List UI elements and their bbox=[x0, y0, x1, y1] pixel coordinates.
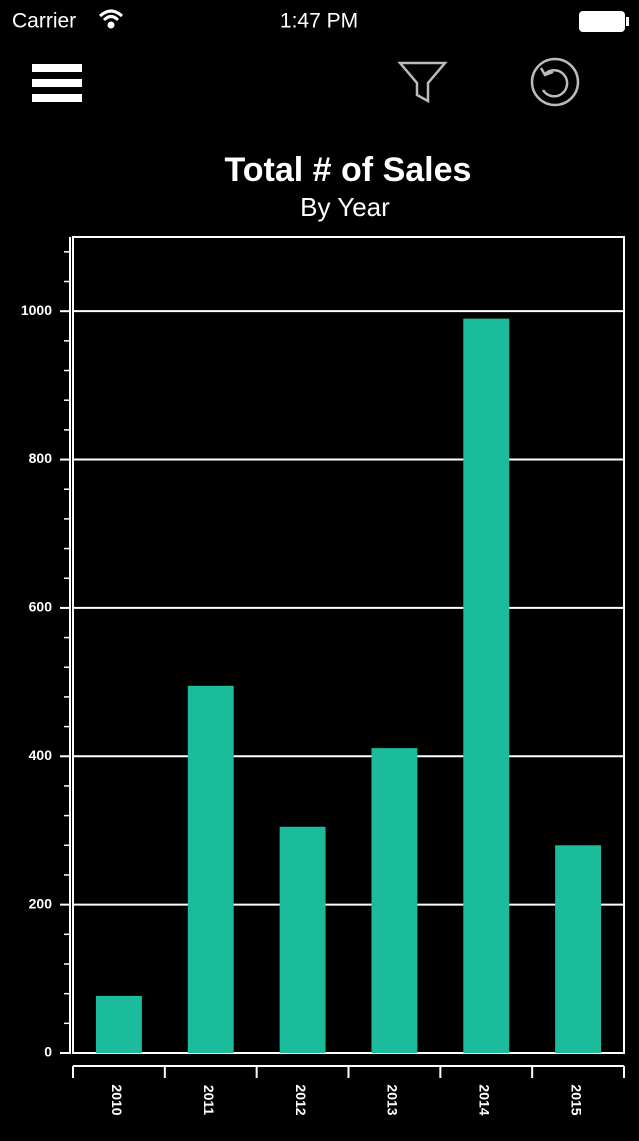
bar bbox=[95, 995, 142, 1053]
bar bbox=[279, 826, 326, 1053]
x-tick-label: 2013 bbox=[385, 1084, 401, 1115]
x-tick-label: 2015 bbox=[568, 1084, 584, 1115]
x-tick-label: 2012 bbox=[293, 1084, 309, 1115]
bar bbox=[187, 685, 234, 1053]
menu-button[interactable] bbox=[32, 64, 82, 102]
x-tick-label: 2010 bbox=[109, 1084, 125, 1115]
plot-frame bbox=[72, 236, 625, 1054]
wifi-icon bbox=[98, 9, 124, 29]
battery-icon bbox=[579, 11, 629, 32]
refresh-button[interactable] bbox=[530, 57, 580, 107]
chart-subtitle: By Year bbox=[300, 192, 390, 222]
filter-button[interactable] bbox=[397, 61, 448, 104]
clock: 1:47 PM bbox=[280, 10, 358, 33]
y-tick-label: 0 bbox=[44, 1044, 52, 1060]
x-tick-label: 2014 bbox=[477, 1084, 493, 1115]
x-tick-label: 2011 bbox=[201, 1085, 217, 1116]
carrier: Carrier bbox=[12, 10, 76, 33]
bar bbox=[371, 748, 418, 1053]
chart-title: Total # of Sales bbox=[225, 151, 472, 189]
bar bbox=[555, 845, 602, 1053]
y-tick-label: 600 bbox=[29, 599, 53, 615]
y-tick-label: 800 bbox=[29, 450, 53, 466]
bar bbox=[463, 318, 510, 1054]
y-tick-label: 1000 bbox=[21, 302, 52, 318]
y-tick-label: 400 bbox=[29, 747, 53, 763]
y-tick-label: 200 bbox=[29, 895, 53, 911]
